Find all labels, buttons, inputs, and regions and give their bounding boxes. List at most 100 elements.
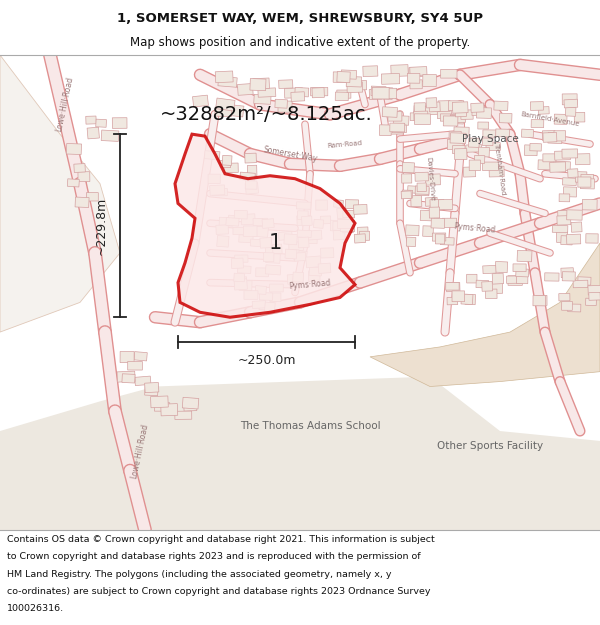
Bar	[495, 261, 508, 272]
Bar	[145, 382, 159, 392]
Bar	[478, 147, 490, 157]
Bar	[455, 106, 467, 117]
Bar	[393, 116, 409, 125]
Bar	[402, 190, 413, 198]
Bar	[75, 197, 89, 208]
Text: HM Land Registry. The polygons (including the associated geometry, namely x, y: HM Land Registry. The polygons (includin…	[7, 570, 392, 579]
Bar	[562, 149, 578, 158]
Text: ~250.0m: ~250.0m	[237, 354, 296, 367]
Bar	[554, 151, 571, 160]
Bar	[562, 94, 577, 105]
Text: Map shows position and indicative extent of the property.: Map shows position and indicative extent…	[130, 36, 470, 49]
Text: 100026316.: 100026316.	[7, 604, 64, 613]
Bar	[250, 79, 266, 91]
Bar	[406, 225, 419, 236]
Bar	[415, 173, 428, 181]
Bar	[308, 233, 317, 244]
Bar	[440, 69, 457, 78]
Bar	[438, 101, 450, 112]
Bar	[425, 174, 440, 185]
Bar	[334, 199, 343, 208]
Bar	[245, 153, 256, 163]
Bar	[266, 253, 280, 263]
Bar	[530, 102, 544, 111]
Bar	[543, 132, 557, 142]
Bar	[120, 351, 134, 362]
Polygon shape	[0, 377, 600, 530]
Bar	[483, 266, 496, 274]
Bar	[415, 114, 430, 124]
Bar	[258, 88, 276, 98]
Bar	[538, 160, 554, 170]
Bar	[371, 86, 386, 96]
Polygon shape	[370, 243, 600, 386]
Bar	[499, 113, 512, 123]
Bar	[506, 276, 522, 283]
Bar	[134, 352, 147, 361]
Bar	[471, 103, 484, 112]
Bar	[451, 115, 466, 122]
Bar	[234, 211, 247, 219]
Bar	[531, 119, 544, 127]
Bar	[382, 73, 400, 84]
Bar	[216, 225, 229, 234]
Bar	[182, 398, 199, 409]
Bar	[161, 404, 178, 416]
Bar	[372, 88, 389, 99]
Bar	[379, 125, 391, 136]
Bar	[151, 396, 168, 408]
Bar	[320, 248, 334, 258]
Bar	[234, 273, 245, 282]
Bar	[337, 208, 347, 219]
Bar	[545, 273, 559, 281]
Polygon shape	[175, 134, 355, 318]
Bar	[410, 66, 427, 76]
Bar	[293, 272, 304, 282]
Text: 1, SOMERSET WAY, WEM, SHREWSBURY, SY4 5UP: 1, SOMERSET WAY, WEM, SHREWSBURY, SY4 5U…	[117, 12, 483, 25]
Bar	[452, 102, 468, 113]
Bar	[533, 296, 545, 306]
Bar	[205, 151, 220, 160]
Bar	[294, 253, 306, 261]
Bar	[259, 292, 273, 301]
Bar	[448, 101, 464, 111]
Bar	[245, 182, 259, 194]
Bar	[227, 104, 244, 117]
Bar	[401, 191, 412, 199]
Bar	[563, 177, 577, 186]
Text: ~229.8m: ~229.8m	[95, 197, 108, 255]
Bar	[401, 174, 412, 183]
Bar	[469, 160, 481, 171]
Bar	[543, 154, 556, 162]
Bar	[411, 196, 422, 207]
Bar	[307, 230, 322, 240]
Bar	[222, 156, 232, 166]
Bar	[234, 279, 247, 290]
Bar	[134, 376, 151, 386]
Bar	[580, 179, 595, 189]
Bar	[262, 219, 274, 228]
Polygon shape	[0, 55, 120, 332]
Bar	[550, 162, 566, 172]
Bar	[318, 263, 331, 274]
Bar	[430, 199, 444, 210]
Bar	[382, 88, 397, 99]
Bar	[449, 131, 461, 139]
Bar	[363, 66, 378, 77]
Bar	[447, 297, 458, 305]
Bar	[489, 166, 504, 177]
Bar	[215, 98, 235, 111]
Bar	[294, 251, 307, 261]
Bar	[555, 161, 571, 171]
Bar	[554, 131, 566, 141]
Bar	[461, 294, 473, 304]
Bar	[410, 80, 422, 89]
Bar	[410, 113, 424, 121]
Bar	[345, 199, 359, 209]
Bar	[256, 268, 269, 277]
Bar	[259, 302, 272, 310]
Bar	[492, 273, 503, 284]
Bar	[212, 189, 227, 196]
Bar	[244, 291, 258, 299]
Bar	[423, 74, 436, 86]
